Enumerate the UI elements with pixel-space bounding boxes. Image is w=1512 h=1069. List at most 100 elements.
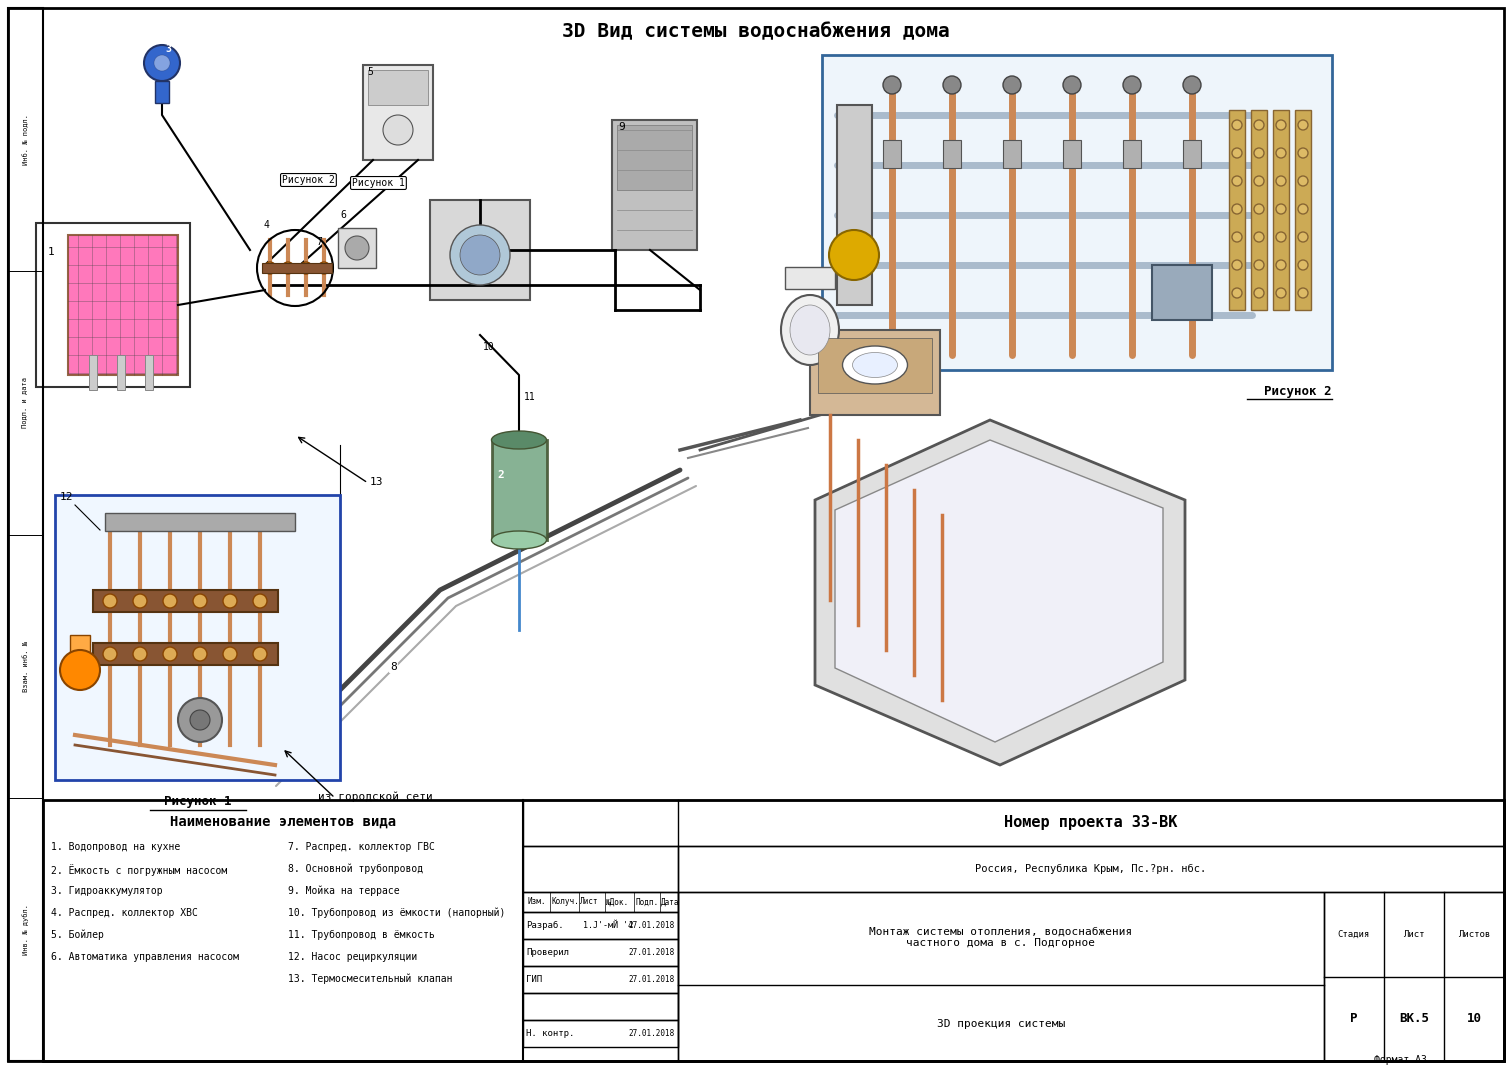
Circle shape [1297,176,1308,186]
Text: 6: 6 [340,210,346,220]
Bar [523,1020,677,1047]
Circle shape [451,224,510,285]
Bar [68,235,178,375]
Circle shape [1232,120,1241,130]
Bar [1123,140,1142,168]
Text: Дата: Дата [661,898,679,907]
Circle shape [1276,120,1287,130]
Bar [1273,110,1290,310]
Bar [8,7,42,1062]
Text: 13: 13 [370,477,384,487]
Bar [36,223,191,387]
Circle shape [1297,120,1308,130]
Text: Инб. № подл.: Инб. № подл. [23,114,29,165]
Circle shape [318,262,330,274]
Circle shape [460,235,500,275]
Bar [523,800,1504,846]
Circle shape [178,698,222,742]
Bar [1182,140,1201,168]
Circle shape [1232,232,1241,242]
Text: 3: 3 [165,44,171,55]
Text: 27.01.2018: 27.01.2018 [629,921,674,930]
Bar [156,81,169,103]
Text: 1.J'-мЙ '4: 1.J'-мЙ '4 [584,921,634,930]
Circle shape [1276,288,1287,298]
Circle shape [829,230,878,280]
Bar [523,912,677,939]
Circle shape [144,45,180,81]
Bar [1002,140,1021,168]
Polygon shape [835,440,1163,742]
Text: ГИП: ГИП [526,975,543,983]
Circle shape [1297,232,1308,242]
Circle shape [194,647,207,661]
Circle shape [133,647,147,661]
Circle shape [103,594,116,608]
Text: 7: 7 [316,237,322,247]
Text: Стадия: Стадия [1338,930,1370,939]
Bar [823,55,1332,370]
Circle shape [1232,288,1241,298]
Text: 8. Основной трубопровод: 8. Основной трубопровод [287,864,423,874]
Text: Рисунок 2: Рисунок 2 [283,175,334,185]
Text: Листов: Листов [1458,930,1491,939]
Bar [838,105,872,305]
Text: Изм.: Изм. [528,898,546,907]
Circle shape [943,76,962,94]
Bar [523,966,677,993]
Text: Взам. инб. №: Взам. инб. № [23,640,29,692]
Circle shape [253,647,268,661]
Bar [1250,110,1267,310]
Text: Рисунок 1: Рисунок 1 [352,179,405,188]
Circle shape [1276,148,1287,158]
Circle shape [1297,288,1308,298]
Bar [116,355,125,390]
Bar [523,892,677,912]
Circle shape [1276,232,1287,242]
Circle shape [1182,76,1201,94]
Bar [785,267,835,289]
Bar [677,892,1325,1062]
Circle shape [1002,76,1021,94]
Text: 4: 4 [265,220,269,230]
Text: 27.01.2018: 27.01.2018 [629,1029,674,1038]
Ellipse shape [491,531,546,549]
Text: 12: 12 [60,492,74,502]
Circle shape [1123,76,1142,94]
Text: ВК.5: ВК.5 [1399,1012,1429,1025]
Text: Монтаж системы отопления, водоснабжения
частного дома в с. Подгорное: Монтаж системы отопления, водоснабжения … [869,927,1132,948]
Text: Н. контр.: Н. контр. [526,1029,575,1038]
Circle shape [1276,204,1287,214]
Bar [1063,140,1081,168]
Bar [1294,110,1311,310]
Text: 3D проекция системы: 3D проекция системы [937,1019,1064,1028]
Text: 27.01.2018: 27.01.2018 [629,975,674,983]
Text: 4. Распред. коллектор ХВС: 4. Распред. коллектор ХВС [51,908,198,918]
Text: Разраб.: Разраб. [526,921,564,930]
Circle shape [299,262,311,274]
Bar [1152,265,1213,320]
Bar [523,846,1504,892]
Bar [523,993,677,1020]
Text: №Док.: №Док. [606,898,629,907]
Text: Инв. № дубл.: Инв. № дубл. [23,904,29,955]
Circle shape [154,55,169,71]
Text: из городской сети: из городской сети [318,791,432,802]
Circle shape [1297,204,1308,214]
Text: Номер проекта 33-ВК: Номер проекта 33-ВК [1004,816,1178,831]
Ellipse shape [853,353,898,377]
Text: 1. Водопровод на кухне: 1. Водопровод на кухне [51,842,180,852]
Bar [145,355,153,390]
Text: Колуч.: Колуч. [550,898,579,907]
Circle shape [283,262,293,274]
Circle shape [194,594,207,608]
Circle shape [1232,148,1241,158]
Text: Подп. и дата: Подп. и дата [23,377,29,429]
Ellipse shape [842,346,907,384]
Bar [367,69,428,105]
Circle shape [222,594,237,608]
Text: Подп.: Подп. [635,898,658,907]
Bar [1229,110,1244,310]
Text: 7. Распред. коллектор ГВС: 7. Распред. коллектор ГВС [287,842,435,852]
Text: 13. Термосмесительный клапан: 13. Термосмесительный клапан [287,974,452,985]
